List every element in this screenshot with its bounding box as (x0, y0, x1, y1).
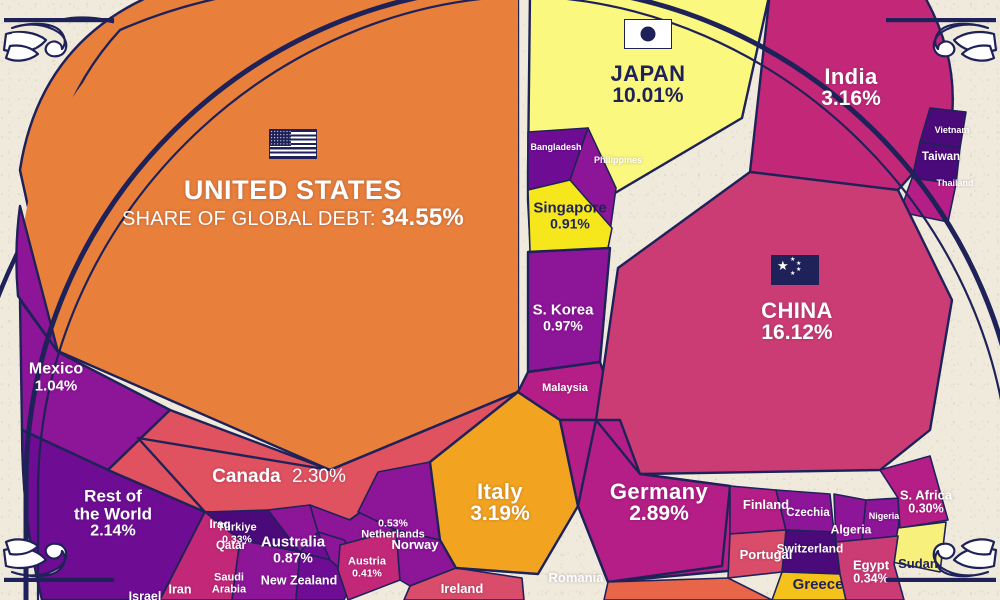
region-mexico-top (15, 204, 60, 354)
region-austria[interactable] (337, 529, 401, 600)
region-ireland[interactable] (403, 567, 525, 600)
region-germany-body (576, 418, 732, 584)
region-us-fill-arc (20, 0, 518, 390)
china-flag-star-1: ★ (790, 257, 796, 263)
china-flag-star-2: ★ (796, 261, 802, 267)
china-flag-icon: ★ ★ ★ ★ ★ (771, 255, 819, 285)
region-switzerland[interactable] (781, 529, 841, 575)
ornament-corner-bottom-right (886, 538, 998, 582)
us-flag-canton (270, 130, 291, 146)
japan-flag-disc (640, 26, 656, 42)
region-czechia[interactable] (775, 489, 835, 533)
region-south-korea[interactable] (526, 246, 612, 374)
japan-flag-icon (624, 19, 672, 49)
region-greece[interactable] (771, 571, 847, 600)
region-below-portugal[interactable] (603, 577, 773, 600)
us-flag-icon (269, 129, 317, 159)
region-iran[interactable] (231, 539, 301, 600)
region-portugal[interactable] (727, 529, 787, 579)
region-china[interactable] (594, 170, 954, 476)
china-flag-star-3: ★ (796, 267, 802, 273)
ornament-corner-top-left (2, 16, 115, 62)
china-flag-star-4: ★ (790, 271, 796, 277)
ornament-corner-top-right (886, 18, 998, 62)
region-egypt[interactable] (835, 535, 905, 600)
ornament-corner-bottom-left (2, 538, 114, 582)
region-singapore[interactable] (527, 179, 613, 253)
region-algeria[interactable] (833, 493, 867, 547)
china-flag-star-big: ★ (777, 258, 789, 273)
